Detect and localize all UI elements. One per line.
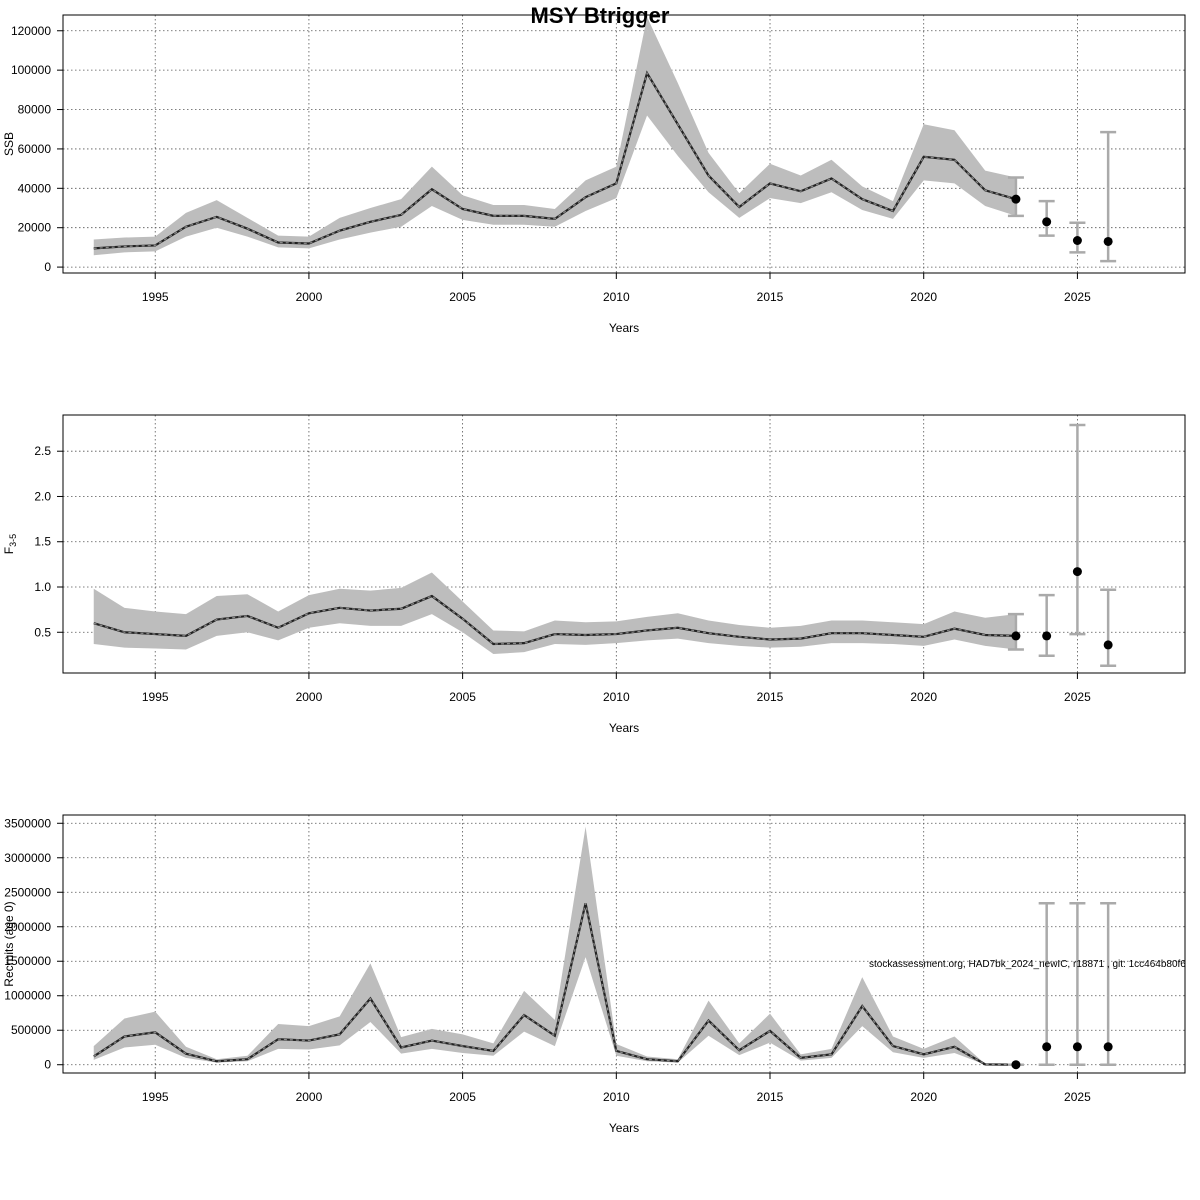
estimate-line-dash (93, 71, 1017, 249)
x-tick-label: 2000 (296, 690, 323, 704)
x-tick-label: 2010 (603, 690, 630, 704)
y-tick-label: 0 (44, 1058, 51, 1072)
x-tick-label: 2005 (449, 290, 476, 304)
forecast-point (1042, 217, 1052, 227)
y-tick-label: 80000 (18, 103, 52, 117)
forecast-point (1072, 236, 1082, 246)
y-tick-label: 60000 (18, 142, 52, 156)
y-tick-label: 2.5 (34, 444, 51, 458)
forecast-point (1011, 1060, 1021, 1070)
y-tick-label: 3500000 (4, 816, 51, 830)
plot-frame (62, 14, 1186, 274)
panel-2: 1995 2000 2005 2010 2015 2020 2025 0.5 1.0 1.5 2.0… (2, 414, 1186, 735)
x-tick-label: 1995 (142, 1090, 169, 1104)
x-tick-label: 2025 (1064, 290, 1091, 304)
y-tick-label: 2000000 (4, 920, 51, 934)
x-tick-label: 2005 (449, 1090, 476, 1104)
forecast-point (1072, 567, 1082, 577)
y-tick-label: 2.0 (34, 489, 51, 503)
footer-stamp: stockassessment.org, HAD7bk_2024_newIC, … (869, 959, 1186, 970)
y-axis-label: SSB (2, 132, 16, 156)
x-tick-label: 2015 (757, 290, 784, 304)
y-tick-label: 1000000 (4, 989, 51, 1003)
panel-3: 1995 2000 2005 2010 2015 2020 2025 0 500000 10000… (2, 814, 1186, 1135)
y-tick-label: 100000 (11, 63, 51, 77)
confidence-band (93, 572, 1016, 654)
confidence-band (93, 16, 1016, 256)
y-axis-label: Recruits (age 0) (2, 901, 16, 986)
y-tick-label: 0.5 (34, 625, 51, 639)
confidence-band (93, 826, 1016, 1065)
estimate-line-dash (93, 595, 1016, 645)
forecast-point (1103, 1042, 1113, 1052)
x-tick-label: 2020 (910, 1090, 937, 1104)
x-tick-label: 1995 (142, 690, 169, 704)
y-tick-label: 500000 (11, 1023, 51, 1037)
x-tick-label: 2000 (296, 1090, 323, 1104)
y-tick-label: 0 (44, 260, 51, 274)
x-tick-label: 2010 (603, 290, 630, 304)
y-tick-label: 2500000 (4, 885, 51, 899)
y-tick-label: 40000 (18, 181, 52, 195)
x-axis-label: Years (609, 321, 639, 335)
forecast-point (1011, 631, 1021, 641)
forecast-point (1042, 631, 1052, 641)
forecast-point (1042, 1042, 1052, 1052)
x-tick-label: 2025 (1064, 690, 1091, 704)
x-tick-label: 2005 (449, 690, 476, 704)
forecast-point (1072, 1042, 1082, 1052)
x-tick-label: 2020 (910, 290, 937, 304)
y-tick-label: 3000000 (4, 851, 51, 865)
x-axis-label: Years (609, 1121, 639, 1135)
x-tick-label: 2020 (910, 690, 937, 704)
x-tick-label: 1995 (142, 290, 169, 304)
x-tick-label: 2000 (296, 290, 323, 304)
y-tick-label: 1.0 (34, 580, 51, 594)
forecast-point (1011, 194, 1021, 204)
plot-frame (62, 814, 1186, 1074)
y-tick-label: 1500000 (4, 954, 51, 968)
plot-frame (62, 414, 1186, 674)
y-tick-label: 120000 (11, 24, 51, 38)
x-tick-label: 2025 (1064, 1090, 1091, 1104)
y-tick-label: 20000 (18, 221, 52, 235)
y-tick-label: 1.5 (34, 535, 51, 549)
forecast-point (1103, 640, 1113, 650)
x-tick-label: 2015 (757, 1090, 784, 1104)
y-axis-label-subscript: 3-5 (8, 534, 18, 547)
y-axis-label: F3-5 (2, 534, 18, 554)
x-tick-label: 2015 (757, 690, 784, 704)
x-axis-label: Years (609, 721, 639, 735)
estimate-line-dash (93, 903, 1016, 1066)
x-tick-label: 2010 (603, 1090, 630, 1104)
panel-1: 1995 2000 2005 2010 2015 2020 2025 0 20000 40000 6… (2, 14, 1186, 335)
forecast-point (1103, 236, 1113, 246)
